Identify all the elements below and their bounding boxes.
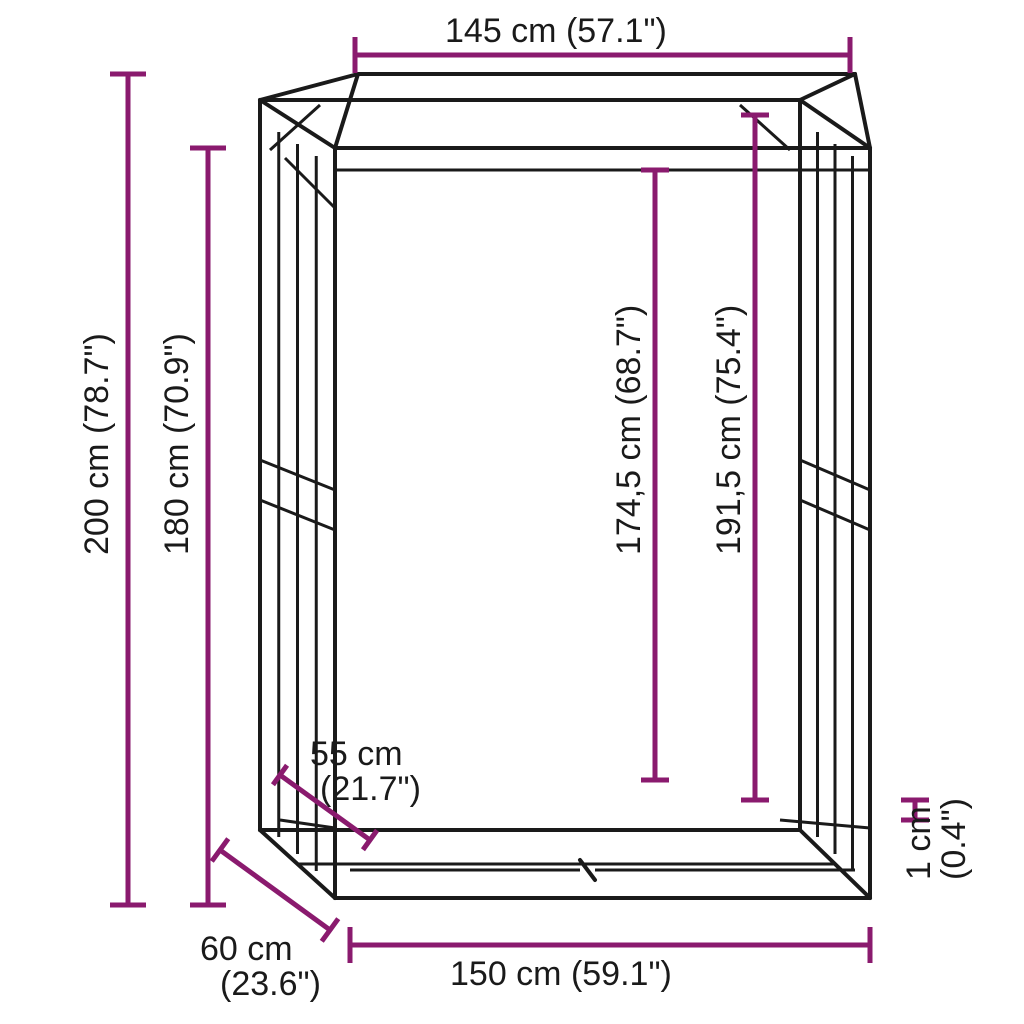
svg-text:145 cm (57.1"): 145 cm (57.1") xyxy=(445,12,667,50)
dimension-diagram: 145 cm (57.1") 200 cm (78.7") 180 cm (70.9… xyxy=(0,0,1024,1024)
svg-text:150 cm (59.1"): 150 cm (59.1") xyxy=(450,955,672,993)
svg-text:(23.6"): (23.6") xyxy=(220,965,321,1003)
svg-text:180 cm (70.9"): 180 cm (70.9") xyxy=(158,333,196,555)
svg-text:60 cm: 60 cm xyxy=(200,930,293,968)
svg-text:(0.4"): (0.4") xyxy=(935,798,973,880)
svg-text:55 cm: 55 cm xyxy=(310,735,403,773)
svg-text:1 cm: 1 cm xyxy=(900,806,938,880)
svg-text:(21.7"): (21.7") xyxy=(320,770,421,808)
svg-text:191,5 cm (75.4"): 191,5 cm (75.4") xyxy=(710,305,748,555)
svg-text:200 cm (78.7"): 200 cm (78.7") xyxy=(78,333,116,555)
svg-text:174,5 cm (68.7"): 174,5 cm (68.7") xyxy=(610,305,648,555)
